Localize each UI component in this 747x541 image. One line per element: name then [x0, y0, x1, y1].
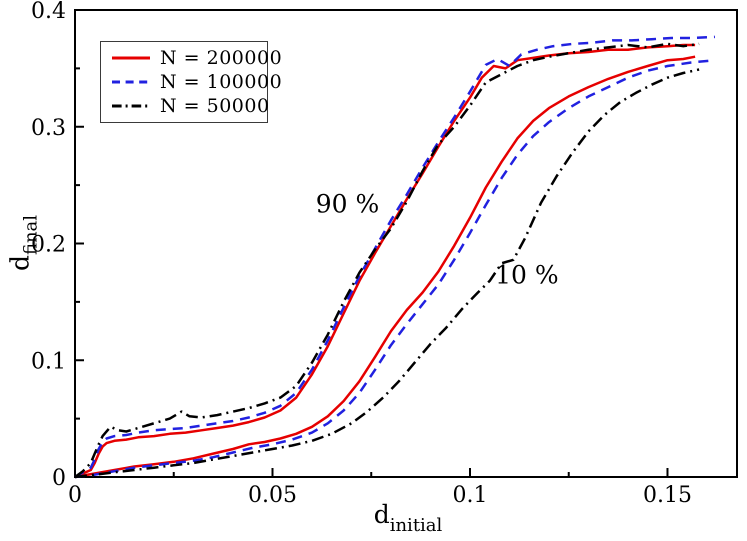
- curve-10pct-series-1: [74, 58, 716, 479]
- legend-line-sample-red: [112, 56, 150, 60]
- legend-line-sample-black: [112, 104, 150, 108]
- legend-label: N = 50000: [160, 95, 270, 117]
- y-tick-label: 0.1: [31, 349, 66, 374]
- y-axis-label-base: d: [5, 255, 35, 272]
- y-tick-label: 0.2: [31, 233, 66, 258]
- y-tick-label: 0.4: [31, 0, 66, 24]
- y-axis-label: dfinal: [5, 215, 42, 272]
- legend-line-sample-blue: [112, 80, 150, 84]
- curve-90pct-series-2: [74, 42, 700, 479]
- y-axis-label-sub: final: [20, 214, 42, 256]
- annotation-90-percent: 90 %: [315, 189, 380, 219]
- legend-item: N = 100000: [111, 70, 282, 94]
- legend-item: N = 200000: [111, 46, 282, 70]
- curve-10pct-series-2: [74, 68, 700, 479]
- annotation-10-percent: 10 %: [495, 260, 559, 290]
- y-tick-label: 0.3: [31, 116, 66, 141]
- legend: N = 200000 N = 100000 N = 50000: [100, 41, 282, 123]
- legend-item: N = 50000: [111, 94, 269, 118]
- x-axis-label: dinitial: [373, 500, 443, 536]
- x-tick-label: 0.1: [452, 483, 487, 508]
- x-tick-label: 0: [68, 483, 82, 508]
- x-tick-label: 0.15: [643, 483, 692, 508]
- x-tick-label: 0.05: [248, 483, 297, 508]
- legend-label: N = 100000: [160, 71, 283, 93]
- curve-90pct-series-1: [74, 35, 715, 479]
- curve-10pct-series-0: [74, 55, 696, 479]
- y-tick-label: 0: [52, 466, 66, 491]
- x-axis-label-sub: initial: [389, 515, 443, 536]
- x-axis-label-base: d: [373, 500, 390, 529]
- legend-label: N = 200000: [160, 47, 283, 69]
